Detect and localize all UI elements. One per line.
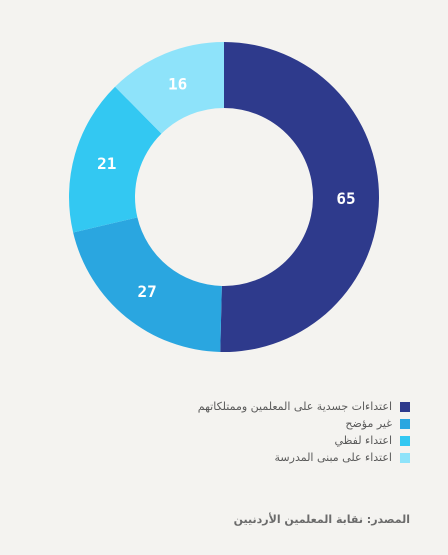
donut-slice-3	[69, 86, 162, 233]
legend-item-4: اعتداء على مبنى المدرسة	[198, 449, 410, 466]
chart-slices	[69, 41, 380, 353]
legend-label: غير مؤضح	[345, 417, 392, 430]
legend-swatch	[400, 435, 410, 446]
legend-label: اعتداءات جسدية على المعلمين وممتلكاتهم	[197, 400, 392, 413]
legend-label: اعتداء على مبنى المدرسة	[274, 451, 392, 464]
donut-slice-2	[73, 217, 222, 352]
slice-value-label-2: 27	[137, 282, 156, 301]
legend-swatch	[400, 452, 410, 463]
source-note: المصدر: نقابة المعلمين الأردنيين	[233, 513, 410, 526]
legend-item-1: اعتداءات جسدية على المعلمين وممتلكاتهم	[198, 398, 410, 415]
chart-legend: اعتداءات جسدية على المعلمين وممتلكاتهم غي…	[198, 398, 410, 466]
legend-swatch	[400, 418, 410, 429]
legend-swatch	[400, 401, 410, 412]
donut-slice-1	[220, 42, 380, 353]
legend-item-3: اعتداء لفظي	[198, 432, 410, 449]
chart-data-labels: 65 27 21 16	[97, 75, 356, 302]
legend-label: اعتداء لفظي	[334, 434, 392, 447]
slice-value-label-4: 16	[168, 75, 187, 94]
legend-item-2: غير مؤضح	[198, 415, 410, 432]
slice-value-label-1: 65	[336, 189, 355, 208]
donut-slice-4	[115, 41, 224, 134]
slice-value-label-3: 21	[97, 154, 116, 173]
